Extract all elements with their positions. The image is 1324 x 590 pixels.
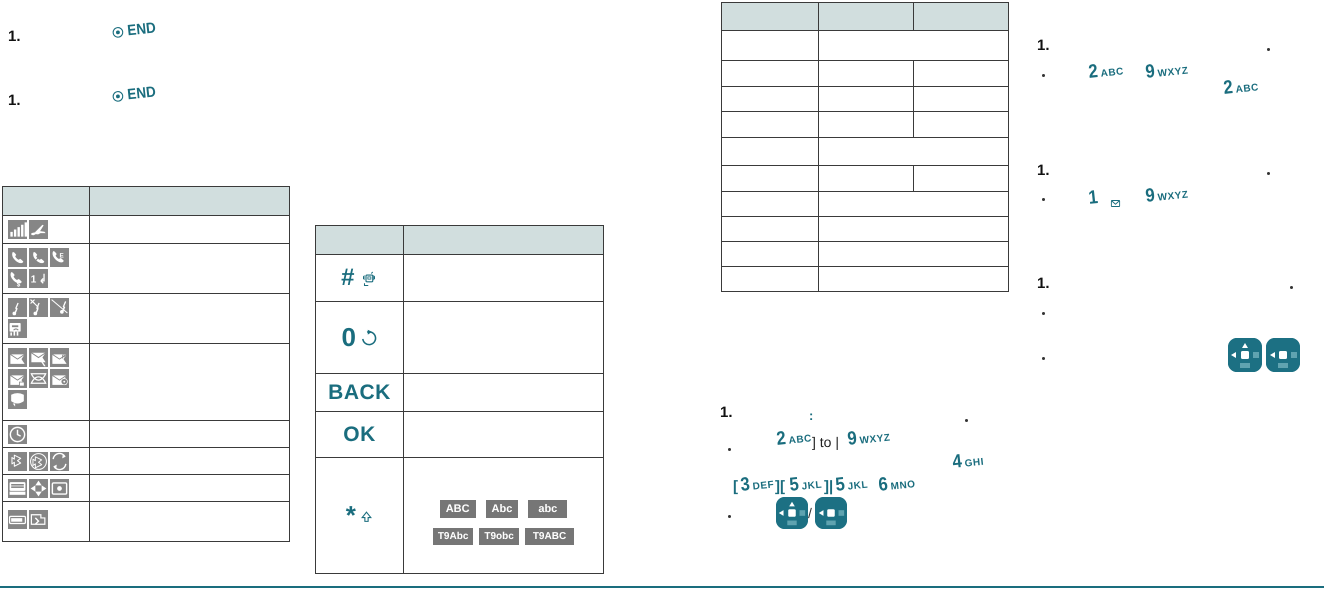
svg-text:F: F — [62, 354, 66, 360]
svg-text:$: $ — [17, 281, 21, 288]
svg-text:1: 1 — [31, 273, 37, 285]
svg-text:E: E — [60, 252, 65, 259]
